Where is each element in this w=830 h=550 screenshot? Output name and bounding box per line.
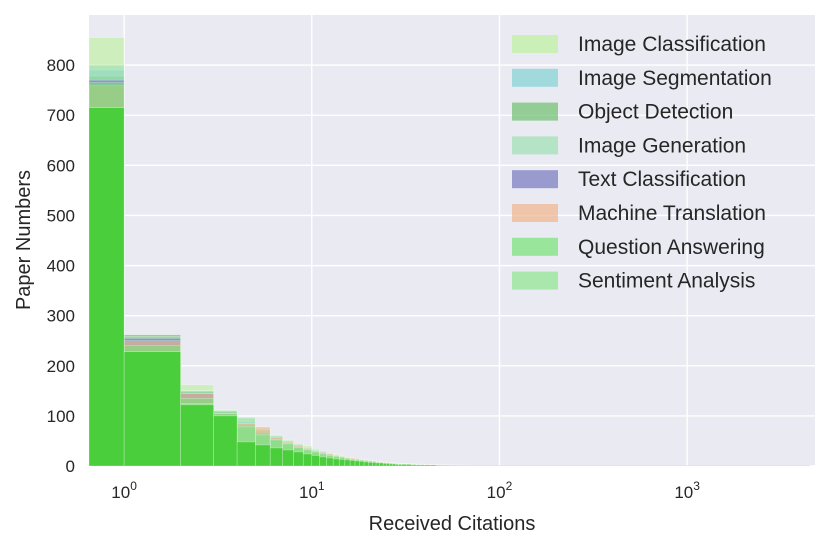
legend-label: Image Generation — [578, 134, 746, 157]
bar-overlay — [457, 465, 471, 467]
bar-overlay — [401, 464, 407, 467]
y-tick-label: 500 — [47, 206, 75, 225]
bar-overlay — [123, 351, 181, 467]
x-tick-label: 101 — [299, 479, 325, 502]
bar-overlay — [255, 444, 271, 467]
y-tick-labels: 0 100 200 300 400 500 600 700 800 — [47, 56, 75, 476]
legend-swatch — [512, 237, 558, 256]
bar-overlay — [398, 464, 402, 467]
legend-label: Sentiment Analysis — [578, 270, 755, 293]
bar-overlay — [319, 456, 327, 467]
bar-overlay — [424, 464, 431, 467]
bar-overlay — [435, 465, 444, 467]
bar-overlay — [311, 455, 320, 467]
bar-overlay — [415, 464, 421, 467]
x-tick-label: 102 — [487, 479, 513, 502]
bar-overlay — [442, 465, 451, 467]
legend-swatch — [512, 204, 558, 222]
bar-overlay — [375, 462, 380, 467]
legend-swatch — [512, 136, 558, 155]
y-axis-label: Paper Numbers — [13, 170, 35, 310]
y-tick-label: 700 — [47, 106, 75, 125]
bar-overlay — [354, 460, 360, 467]
legend-label: Text Classification — [578, 168, 746, 191]
bar-overlay — [180, 404, 214, 467]
legend-swatch — [512, 35, 558, 53]
bar-overlay — [379, 462, 384, 467]
legend-swatch — [512, 68, 558, 87]
bar-overlay — [520, 465, 557, 467]
bar-overlay — [326, 457, 334, 467]
bar-overlay — [430, 464, 437, 467]
bar-overlay — [389, 463, 393, 467]
y-tick-label: 400 — [47, 257, 75, 276]
y-tick-label: 100 — [47, 407, 75, 426]
bar-overlay — [499, 465, 522, 467]
bar-overlay — [269, 447, 283, 467]
bar-overlay — [332, 458, 340, 467]
bar-overlay — [450, 465, 459, 467]
x-tick-label: 103 — [674, 479, 700, 502]
legend-label: Machine Translation — [578, 202, 766, 225]
x-axis-label: Received Citations — [369, 513, 536, 535]
x-tick-label: 100 — [111, 479, 137, 502]
legend-label: Question Answering — [578, 236, 765, 259]
legend-label: Image Classification — [578, 33, 766, 56]
legend-label: Image Segmentation — [578, 67, 772, 90]
bar-overlay — [372, 462, 377, 467]
bar-overlay — [386, 463, 390, 467]
bar-overlay — [302, 453, 313, 467]
y-tick-label: 800 — [47, 56, 75, 75]
bar-overlay — [555, 465, 613, 467]
legend-swatch — [512, 271, 558, 290]
bar-overlay — [236, 441, 256, 467]
legend-label: Object Detection — [578, 101, 733, 124]
bar-overlay — [470, 465, 482, 467]
bar-overlay — [344, 459, 351, 467]
bar-overlay — [420, 464, 426, 467]
y-tick-label: 200 — [47, 357, 75, 376]
y-tick-label: 600 — [47, 156, 75, 175]
bar-overlay — [282, 449, 294, 467]
bar-overlay — [293, 451, 304, 467]
bar-overlay — [406, 464, 412, 467]
bar-overlay — [392, 463, 396, 467]
bar-overlay — [686, 465, 810, 467]
bar-overlay — [363, 461, 369, 467]
bar-overlay — [411, 464, 417, 467]
bar-overlay — [359, 461, 365, 467]
bar-overlay — [382, 463, 387, 467]
x-tick-labels: 100 101 102 103 — [111, 479, 700, 502]
bar-overlay — [213, 415, 238, 467]
bar-overlay — [349, 460, 356, 467]
legend: Image Classification Image Segmentation Ob… — [512, 33, 772, 293]
y-tick-label: 0 — [66, 457, 75, 476]
histogram-bars — [88, 37, 810, 467]
y-tick-label: 300 — [47, 307, 75, 326]
bar-overlay — [338, 459, 346, 467]
bar-overlay — [612, 465, 688, 467]
bar-overlay — [88, 107, 125, 467]
legend-swatch — [512, 102, 558, 121]
bar-overlay — [368, 462, 373, 467]
legend-swatch — [512, 170, 558, 189]
bar-overlay — [481, 465, 500, 467]
bar-overlay — [395, 464, 399, 467]
